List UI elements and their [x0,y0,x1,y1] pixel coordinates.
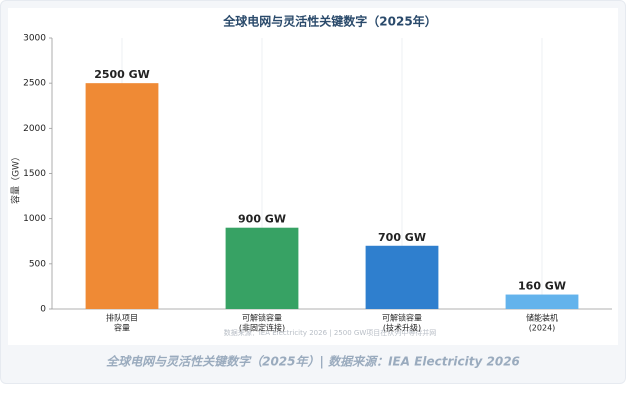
x-tick-label: 可解锁容量 [382,313,422,323]
y-tick-label: 1500 [23,169,46,179]
x-tick-label: (非固定连接) [239,323,285,333]
x-tick-label: 排队项目 [106,313,138,323]
y-tick-label: 0 [40,305,46,315]
bar [225,227,299,309]
value-label: 900 GW [238,213,286,226]
x-tick-label: 可解锁容量 [242,313,282,323]
bar [505,294,579,309]
y-tick-label: 2500 [23,79,46,89]
value-label: 700 GW [378,231,426,244]
y-tick-label: 3000 [23,34,46,44]
x-tick-label: 容量 [114,323,130,333]
bar [85,83,159,310]
value-label: 160 GW [518,280,566,293]
bar [365,245,439,309]
source-note: 数据来源：IEA Electricity 2026 | 2500 GW项目在队列… [224,328,437,337]
x-tick-label: (2024) [529,324,556,333]
x-tick-label: (技术升级) [383,323,421,333]
value-label: 2500 GW [94,68,150,81]
y-tick-label: 1000 [23,214,46,224]
y-axis-label: 容量（GW） [10,152,22,204]
chart-title: 全球电网与灵活性关键数字（2025年） [222,14,436,29]
x-tick-label: 储能装机 [526,313,558,323]
y-tick-label: 2000 [23,124,46,134]
caption: 全球电网与灵活性关键数字（2025年）| 数据来源：IEA Electricit… [106,355,520,369]
y-tick-label: 500 [29,259,46,269]
